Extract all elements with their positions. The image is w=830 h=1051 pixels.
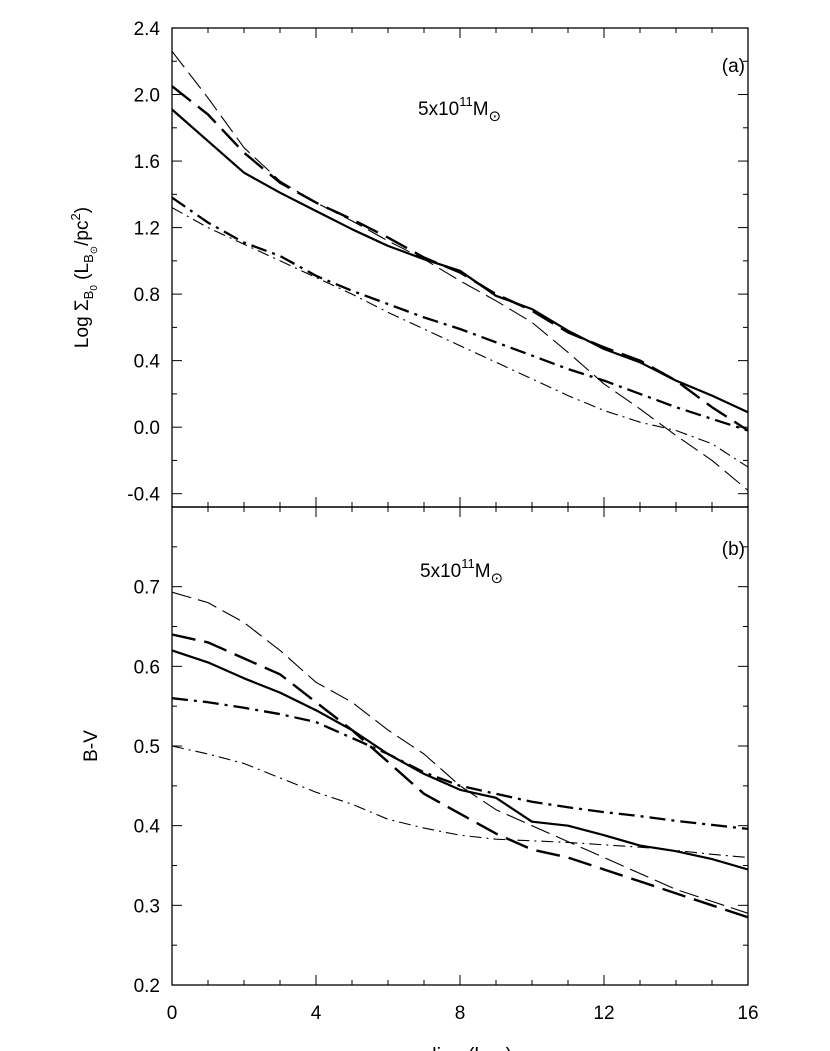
- y-tick-label: 0.6: [134, 657, 160, 678]
- y-tick-label: 0.4: [134, 352, 161, 373]
- y-tick-label: 1.2: [134, 219, 160, 240]
- panel-label: (b): [722, 539, 745, 560]
- y-tick-label: 2.4: [134, 19, 161, 40]
- mass-annotation: 5x1011M⊙: [418, 94, 501, 125]
- y-tick-label: 0.7: [134, 578, 160, 599]
- x-tick-label: 12: [593, 1003, 614, 1024]
- y-tick-label: 0.3: [134, 896, 160, 917]
- y-tick-label: -0.4: [127, 485, 160, 506]
- y-axis-label: Log ΣB0 (LB⊙/pc2): [68, 207, 100, 348]
- panel-b: 0.7 0.6 0.5 0.4 0.3 0.2 (b) 5x1011M⊙ B-V: [81, 506, 749, 997]
- series-line-thin-dash-dot: [171, 207, 749, 468]
- series-line-thick-dash-dot: [171, 196, 749, 432]
- panel-label: (a): [722, 56, 745, 77]
- series-line-thin-dash-dot: [171, 745, 749, 859]
- series-line-thin-long-dash: [171, 591, 749, 914]
- shared-axis: 0 4 8 12 16 radius (kpc): [167, 1003, 759, 1051]
- x-tick-label: 8: [455, 1003, 466, 1024]
- x-axis-label: radius (kpc): [408, 1045, 512, 1051]
- x-tick-label: 0: [167, 1003, 178, 1024]
- series-line-thick-solid: [171, 649, 749, 871]
- y-tick-label: 0.0: [134, 418, 160, 439]
- mass-annotation: 5x1011M⊙: [420, 556, 503, 587]
- x-tick-label: 16: [737, 1003, 758, 1024]
- x-tick-label: 4: [311, 1003, 322, 1024]
- series-line-thick-solid: [171, 108, 749, 414]
- panel-a: 2.4 2.0 1.6 1.2 0.8 0.4 0.0 -0.4 (a) 5x1011M⊙ Log …: [68, 19, 749, 508]
- y-tick-label: 1.6: [134, 152, 160, 173]
- y-tick-label: 0.4: [134, 817, 161, 838]
- y-axis-label: B-V: [81, 730, 102, 762]
- y-tick-label: 0.8: [134, 285, 160, 306]
- y-tick-label: 0.2: [134, 976, 160, 997]
- y-tick-label: 0.5: [134, 737, 160, 758]
- series-line-thick-long-dash: [171, 85, 749, 432]
- y-tick-label: 2.0: [134, 86, 160, 107]
- series-line-thin-long-dash: [171, 50, 749, 491]
- series-line-thick-dash-dot: [171, 697, 749, 831]
- series-line-thick-long-dash: [171, 633, 749, 919]
